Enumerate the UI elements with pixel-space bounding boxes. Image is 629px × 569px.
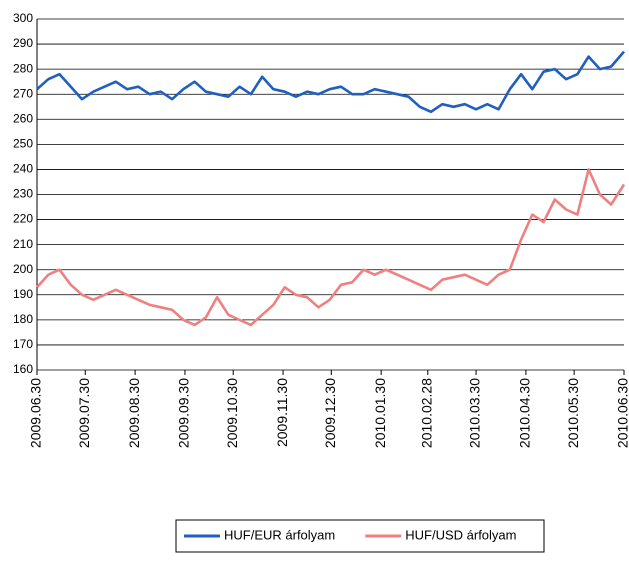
y-tick-label: 290: [13, 36, 33, 50]
y-tick-label: 160: [13, 362, 33, 376]
x-tick-label: 2009.11.30: [274, 378, 290, 447]
legend-label: HUF/USD árfolyam: [405, 527, 516, 542]
y-tick-label: 180: [13, 312, 33, 326]
x-tick-label: 2010.03.30: [467, 378, 483, 448]
series-line: [36, 50, 625, 114]
x-tick-label: 2009.09.30: [176, 378, 192, 448]
x-tick-label: 2009.12.30: [322, 378, 338, 448]
y-tick-label: 200: [13, 262, 33, 276]
y-tick-label: 170: [13, 337, 33, 351]
legend-box: [175, 519, 545, 553]
x-tick-label: 2009.07.30: [76, 378, 92, 448]
y-tick-label: 280: [13, 61, 33, 75]
x-tick-label: 2010.05.30: [565, 378, 581, 448]
y-tick-label: 300: [13, 11, 33, 25]
x-tick-label: 2010.01.30: [372, 378, 388, 448]
y-tick-label: 270: [13, 86, 33, 100]
x-tick-label: 2010.06.30: [615, 378, 629, 448]
y-tick-label: 240: [13, 162, 33, 176]
y-tick-label: 260: [13, 111, 33, 125]
x-tick-label: 2010.04.30: [517, 378, 533, 448]
y-tick-label: 230: [13, 187, 33, 201]
series-line: [36, 168, 626, 327]
y-tick-label: 250: [13, 137, 33, 151]
x-tick-label: 2009.10.30: [224, 378, 240, 448]
x-tick-label: 2009.06.30: [28, 378, 44, 448]
x-tick-label: 2010.02.28: [419, 378, 435, 448]
y-tick-label: 220: [13, 212, 33, 226]
legend-label: HUF/EUR árfolyam: [224, 527, 335, 542]
x-tick-label: 2009.08.30: [126, 378, 142, 448]
y-tick-label: 210: [13, 237, 33, 251]
y-tick-label: 190: [13, 287, 33, 301]
